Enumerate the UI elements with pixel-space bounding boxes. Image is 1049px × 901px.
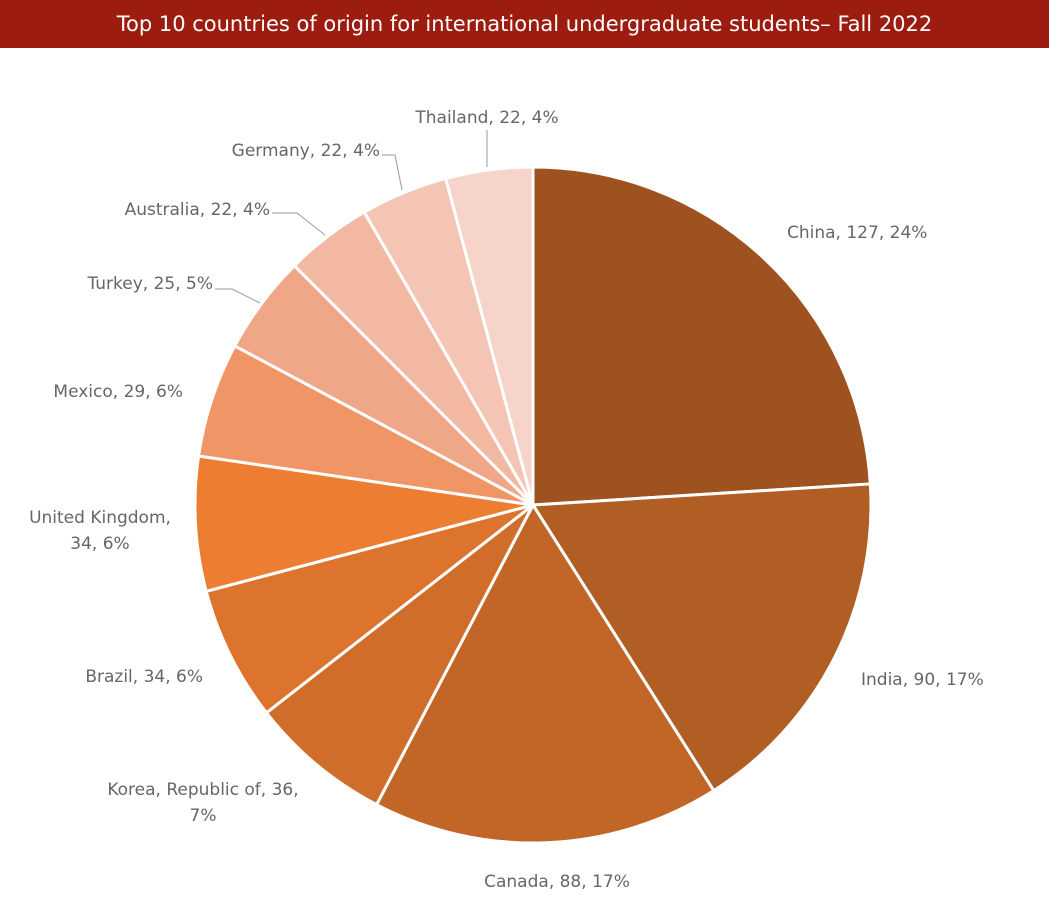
pie-slice <box>443 165 535 506</box>
data-label: Korea, Republic of, 36, 7% <box>107 780 299 826</box>
pie-slice <box>531 165 872 507</box>
data-label: United Kingdom, 34, 6% <box>29 508 171 554</box>
leader-line <box>382 154 403 191</box>
data-label: China, 127, 24% <box>787 223 928 243</box>
data-label: Australia, 22, 4% <box>124 200 270 220</box>
pie-slice <box>264 503 535 807</box>
leader-line <box>215 288 261 304</box>
pie-slice <box>530 482 873 793</box>
chart-title: Top 10 countries of origin for internati… <box>0 0 1049 48</box>
leader-line <box>272 212 326 236</box>
data-label: Turkey, 25, 5% <box>87 274 213 294</box>
data-label: Germany, 22, 4% <box>231 141 380 161</box>
pie-slice <box>193 454 534 594</box>
data-label: Brazil, 34, 6% <box>85 667 203 687</box>
pie-slice <box>204 503 534 715</box>
data-label: India, 90, 17% <box>861 670 984 690</box>
data-label: Mexico, 29, 6% <box>53 382 183 402</box>
data-label: Canada, 88, 17% <box>484 872 630 892</box>
pie-slice <box>374 501 716 845</box>
data-label: Thailand, 22, 4% <box>415 108 559 128</box>
